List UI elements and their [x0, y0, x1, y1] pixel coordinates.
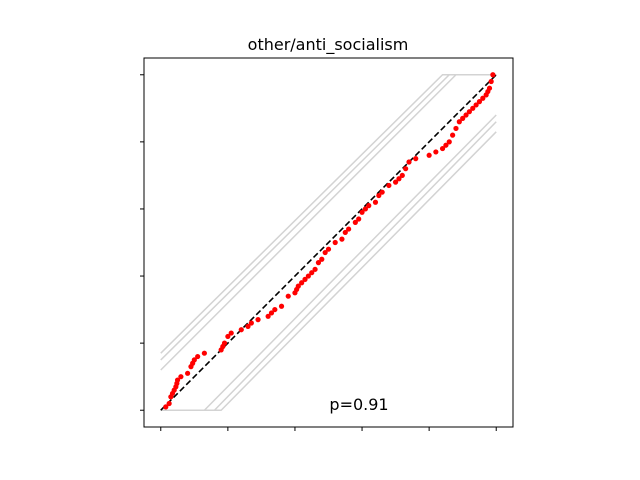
- data-point-15: [201, 350, 207, 356]
- data-point-70: [463, 112, 469, 118]
- data-point-72: [470, 105, 476, 111]
- data-point-71: [466, 109, 472, 115]
- confidence-envelopes: [160, 74, 497, 411]
- data-point-75: [480, 95, 486, 101]
- data-point-74: [476, 99, 483, 105]
- data-point-25: [265, 313, 271, 319]
- data-point-40: [322, 249, 328, 256]
- data-point-29: [285, 293, 291, 299]
- data-point-32: [295, 283, 301, 289]
- data-point-39: [319, 256, 325, 262]
- data-point-44: [342, 229, 348, 236]
- data-point-34: [302, 276, 308, 282]
- data-point-59: [406, 159, 412, 165]
- data-point-60: [413, 156, 419, 162]
- data-point-64: [443, 142, 449, 148]
- data-point-22: [245, 323, 251, 329]
- data-point-55: [392, 179, 399, 185]
- data-point-43: [339, 236, 345, 242]
- data-point-20: [228, 330, 234, 336]
- data-point-73: [473, 102, 479, 108]
- data-point-38: [315, 260, 322, 266]
- data-point-1: [163, 404, 169, 410]
- data-point-53: [379, 189, 385, 195]
- data-point-50: [366, 203, 372, 209]
- data-point-49: [362, 206, 368, 212]
- data-point-54: [386, 182, 392, 189]
- data-point-19: [225, 333, 231, 340]
- data-point-13: [191, 357, 197, 363]
- data-point-56: [396, 176, 402, 182]
- data-point-65: [446, 139, 452, 145]
- data-point-45: [346, 226, 352, 232]
- data-points: [163, 72, 496, 410]
- data-point-26: [268, 310, 275, 316]
- data-point-57: [399, 172, 405, 179]
- envelope-line-6: [160, 131, 497, 411]
- data-point-9: [178, 374, 184, 380]
- data-point-79: [488, 78, 494, 85]
- data-point-42: [332, 239, 338, 246]
- data-point-18: [221, 340, 228, 346]
- data-point-35: [305, 273, 311, 279]
- data-point-69: [460, 115, 466, 121]
- data-point-23: [248, 320, 254, 326]
- data-point-27: [272, 306, 278, 313]
- data-point-28: [278, 303, 285, 309]
- data-point-33: [299, 280, 305, 286]
- data-point-36: [309, 270, 315, 276]
- plot-area: [160, 72, 497, 411]
- data-point-47: [356, 216, 362, 222]
- data-point-68: [456, 119, 462, 125]
- data-point-80: [490, 72, 496, 78]
- data-point-52: [376, 192, 382, 199]
- data-point-2: [166, 400, 172, 407]
- data-point-61: [426, 152, 432, 158]
- reference-line-group: [160, 74, 497, 411]
- data-point-14: [195, 353, 201, 360]
- data-point-46: [352, 219, 358, 225]
- data-point-63: [439, 145, 446, 152]
- data-point-58: [403, 166, 409, 172]
- data-point-21: [238, 327, 244, 333]
- data-point-62: [433, 149, 439, 155]
- data-point-37: [312, 266, 318, 272]
- envelope-line-3: [160, 74, 497, 371]
- data-point-78: [486, 85, 493, 91]
- axis-ticks: [140, 74, 497, 431]
- data-point-66: [450, 132, 456, 138]
- axes-frame: [143, 57, 514, 428]
- p-value-annotation: p=0.91: [329, 395, 388, 414]
- chart-title: other/anti_socialism: [248, 35, 409, 55]
- data-point-24: [255, 317, 261, 323]
- reference-line: [160, 74, 497, 411]
- data-point-41: [325, 246, 332, 252]
- data-point-10: [185, 370, 191, 376]
- data-point-51: [372, 199, 379, 205]
- data-point-48: [359, 209, 365, 215]
- data-point-8: [174, 377, 181, 383]
- data-point-67: [453, 125, 459, 132]
